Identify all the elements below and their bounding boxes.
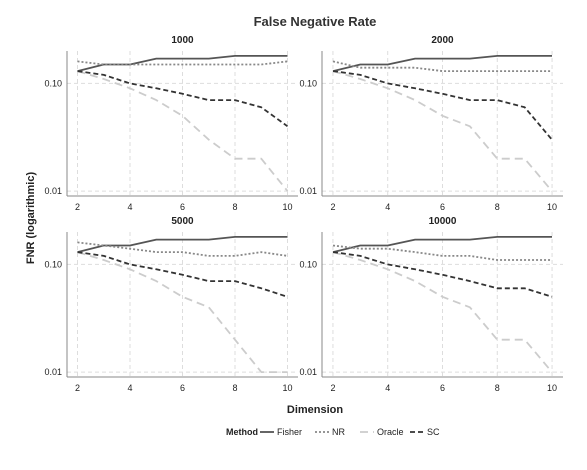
legend-item-fisher: Fisher bbox=[260, 427, 302, 437]
panel-strip-label: 10000 bbox=[429, 216, 457, 227]
x-tick-label: 8 bbox=[495, 202, 500, 212]
chart-title: False Negative Rate bbox=[254, 14, 377, 29]
x-tick-label: 6 bbox=[440, 202, 445, 212]
legend-label: Fisher bbox=[277, 427, 302, 437]
x-tick-label: 10 bbox=[282, 202, 292, 212]
legend-item-oracle: Oracle bbox=[360, 427, 404, 437]
series-line-oracle bbox=[77, 251, 288, 374]
x-tick-label: 8 bbox=[232, 383, 237, 393]
x-tick-label: 10 bbox=[547, 202, 557, 212]
y-tick-label: 0.10 bbox=[299, 78, 317, 88]
series-line-fisher bbox=[77, 55, 288, 72]
x-tick-label: 8 bbox=[495, 383, 500, 393]
x-tick-label: 4 bbox=[127, 383, 132, 393]
legend-label: SC bbox=[427, 427, 440, 437]
x-tick-label: 6 bbox=[180, 383, 185, 393]
legend-item-sc: SC bbox=[410, 427, 440, 437]
x-tick-label: 4 bbox=[385, 383, 390, 393]
x-tick-label: 2 bbox=[75, 202, 80, 212]
series-line-sc bbox=[77, 251, 288, 298]
series-line-fisher bbox=[332, 235, 552, 253]
series-line-nr bbox=[77, 60, 288, 66]
series-line-nr bbox=[77, 241, 288, 257]
x-tick-label: 2 bbox=[330, 383, 335, 393]
legend-label: NR bbox=[332, 427, 345, 437]
legend-label: Oracle bbox=[377, 427, 404, 437]
x-tick-label: 6 bbox=[440, 383, 445, 393]
panel-5000: 5000 0.01 0.10 2 4 6 8 10 bbox=[44, 216, 298, 393]
y-tick-label: 0.01 bbox=[299, 186, 317, 196]
series-line-oracle bbox=[77, 70, 289, 192]
series-line-sc bbox=[332, 251, 553, 298]
legend-title: Method bbox=[226, 427, 258, 437]
panel-1000: 1000 0.01 0.10 2 4 6 8 10 bbox=[44, 35, 298, 212]
x-tick-label: 6 bbox=[180, 202, 185, 212]
x-tick-label: 10 bbox=[282, 383, 292, 393]
series-line-fisher bbox=[77, 235, 288, 253]
y-tick-label: 0.01 bbox=[44, 367, 62, 377]
series-line-nr bbox=[332, 244, 552, 261]
panel-strip-label: 5000 bbox=[171, 216, 194, 227]
panel-2000: 2000 0.01 0.10 2 4 6 8 10 bbox=[299, 35, 563, 212]
x-tick-label: 2 bbox=[330, 202, 335, 212]
series-line-oracle bbox=[332, 251, 553, 373]
series-line-oracle bbox=[332, 70, 553, 192]
series-line-sc bbox=[332, 70, 553, 141]
legend-item-nr: NR bbox=[315, 427, 345, 437]
y-tick-label: 0.01 bbox=[299, 367, 317, 377]
series-line-sc bbox=[77, 70, 289, 128]
x-tick-label: 10 bbox=[547, 383, 557, 393]
x-axis-label: Dimension bbox=[287, 404, 344, 416]
panel-strip-label: 2000 bbox=[431, 35, 454, 46]
legend: Method Fisher NR Oracle SC bbox=[226, 427, 440, 437]
y-tick-label: 0.10 bbox=[299, 259, 317, 269]
y-tick-label: 0.01 bbox=[44, 186, 62, 196]
y-tick-label: 0.10 bbox=[44, 259, 62, 269]
panel-10000: 10000 0.01 0.10 2 4 6 8 10 bbox=[299, 216, 563, 393]
y-tick-label: 0.10 bbox=[44, 78, 62, 88]
x-tick-label: 4 bbox=[127, 202, 132, 212]
series-line-fisher bbox=[332, 55, 552, 72]
x-tick-label: 4 bbox=[385, 202, 390, 212]
y-axis-label: FNR (logarithmic) bbox=[25, 172, 37, 265]
x-tick-label: 8 bbox=[232, 202, 237, 212]
series-line-nr bbox=[332, 60, 552, 72]
x-tick-label: 2 bbox=[75, 383, 80, 393]
panel-strip-label: 1000 bbox=[171, 35, 194, 46]
